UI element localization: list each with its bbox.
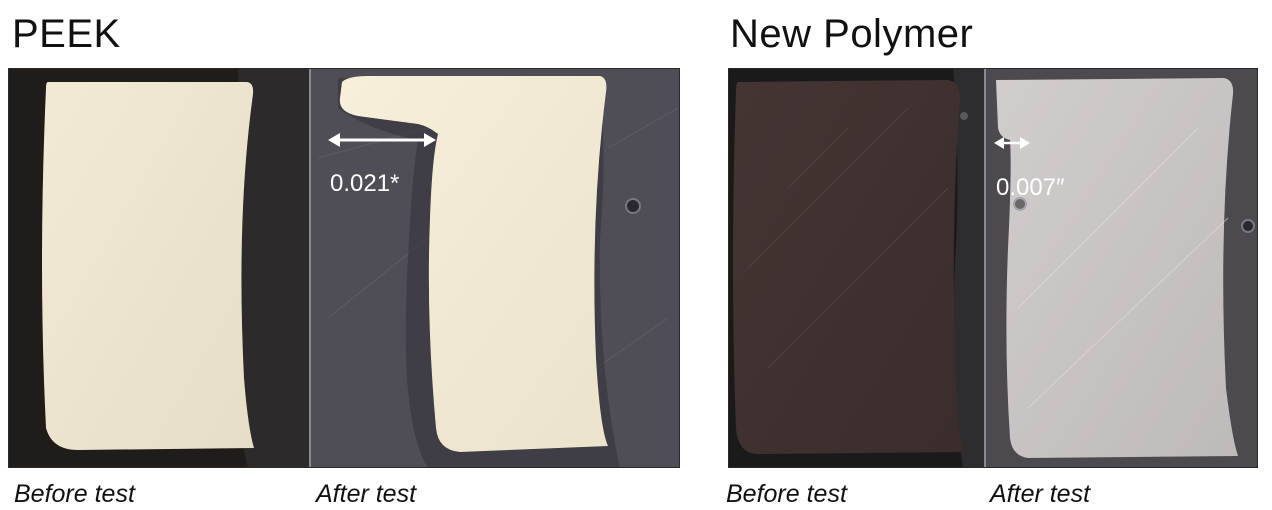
peek-panel: PEEK xyxy=(8,12,680,508)
new-polymer-before-sample xyxy=(733,80,962,454)
peek-after-sample xyxy=(339,76,608,452)
new-polymer-before-caption: Before test xyxy=(726,480,847,508)
peek-photo: 0.021* xyxy=(8,68,680,468)
new-polymer-photo: 0.007″ xyxy=(728,68,1258,468)
peek-measure-arrow xyxy=(328,133,436,147)
peek-before-sample xyxy=(42,82,254,450)
new-polymer-measurement-label: 0.007″ xyxy=(996,174,1065,201)
new-polymer-panel: New Polymer xyxy=(720,0,1272,510)
peek-after-caption: After test xyxy=(316,480,417,508)
peek-photo-image xyxy=(8,68,680,468)
new-polymer-after-sample xyxy=(996,78,1238,458)
new-polymer-title: New Polymer xyxy=(730,12,974,56)
peek-measurement-label: 0.021* xyxy=(330,170,400,197)
new-polymer-photo-image xyxy=(728,68,1258,468)
new-polymer-after-caption: After test xyxy=(990,480,1091,508)
peek-before-caption: Before test xyxy=(14,480,135,508)
peek-title: PEEK xyxy=(12,12,121,56)
new-polymer-measure-arrow xyxy=(994,137,1030,149)
